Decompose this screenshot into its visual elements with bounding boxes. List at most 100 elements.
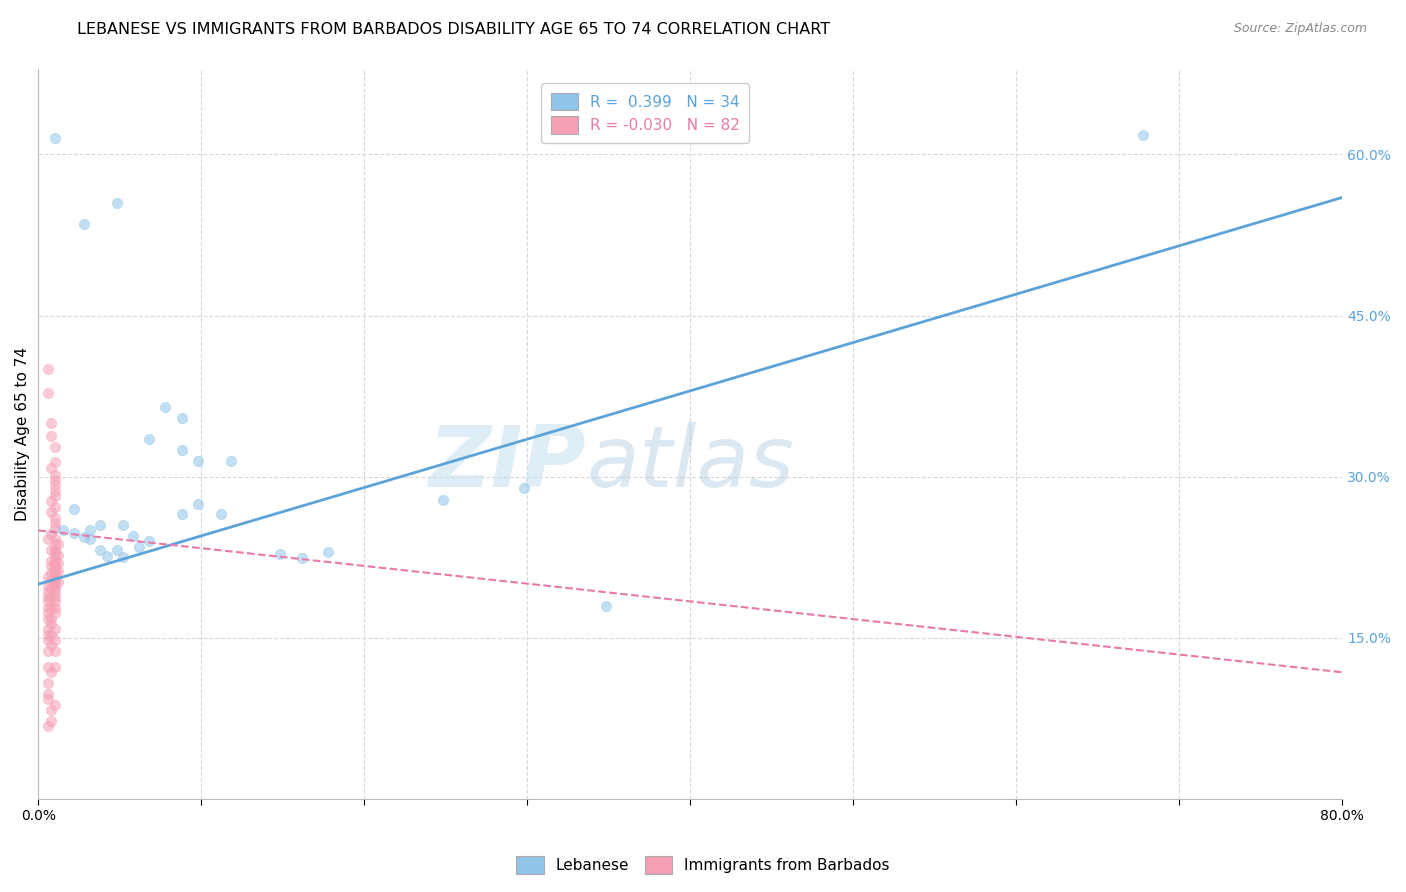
Point [269,547,291,561]
Point [122,529,145,543]
Point [44,537,66,551]
Point [41,582,63,596]
Point [44,575,66,590]
Point [170,410,193,425]
Point [44,582,66,596]
Point [44,606,66,620]
Point [138,432,160,446]
Point [44,500,66,514]
Point [37,633,59,648]
Point [41,416,63,430]
Point [37,606,59,620]
Point [37,644,59,658]
Point [41,714,63,728]
Point [46,548,69,562]
Point [41,558,63,573]
Point [44,545,66,559]
Point [79,524,101,538]
Point [44,553,66,567]
Point [96,549,118,564]
Point [41,639,63,653]
Point [170,442,193,457]
Point [44,584,66,599]
Point [37,594,59,608]
Point [89,542,111,557]
Point [44,440,66,454]
Point [44,473,66,487]
Point [37,676,59,690]
Text: ZIP: ZIP [429,422,586,505]
Point [41,703,63,717]
Point [219,453,242,467]
Point [41,553,63,567]
Point [41,505,63,519]
Point [318,545,340,559]
Point [46,575,69,590]
Legend: Lebanese, Immigrants from Barbados: Lebanese, Immigrants from Barbados [510,850,896,880]
Point [105,542,128,557]
Text: Source: ZipAtlas.com: Source: ZipAtlas.com [1233,22,1367,36]
Point [44,566,66,581]
Text: LEBANESE VS IMMIGRANTS FROM BARBADOS DISABILITY AGE 65 TO 74 CORRELATION CHART: LEBANESE VS IMMIGRANTS FROM BARBADOS DIS… [77,22,831,37]
Point [63,525,86,540]
Point [37,386,59,401]
Point [41,429,63,443]
Point [44,455,66,469]
Point [41,494,63,508]
Point [41,611,63,625]
Point [44,542,66,557]
Point [37,569,59,583]
Point [595,599,617,613]
Point [37,362,59,376]
Point [52,524,75,538]
Point [44,600,66,615]
Point [44,633,66,648]
Point [46,564,69,578]
Point [155,400,177,414]
Point [44,644,66,658]
Point [44,579,66,593]
Y-axis label: Disability Age 65 to 74: Disability Age 65 to 74 [15,347,30,521]
Point [37,590,59,604]
Point [41,628,63,642]
Point [37,600,59,615]
Point [112,518,135,533]
Point [44,521,66,535]
Point [44,564,66,578]
Point [44,478,66,492]
Point [41,600,63,615]
Point [89,518,111,533]
Point [44,131,66,145]
Point [41,461,63,475]
Point [209,508,232,522]
Point [41,616,63,631]
Point [44,556,66,570]
Point [41,590,63,604]
Point [44,594,66,608]
Point [37,579,59,593]
Point [46,556,69,570]
Point [37,532,59,546]
Point [41,574,63,588]
Point [41,542,63,557]
Point [187,453,209,467]
Point [44,590,66,604]
Point [105,195,128,210]
Point [37,687,59,701]
Point [37,611,59,625]
Point [44,532,66,546]
Point [37,719,59,733]
Point [73,530,96,544]
Point [44,467,66,482]
Point [44,698,66,712]
Point [44,558,66,573]
Point [138,534,160,549]
Point [44,516,66,530]
Point [170,508,193,522]
Point [73,217,96,231]
Point [37,623,59,637]
Point [46,537,69,551]
Point [37,692,59,706]
Point [187,497,209,511]
Point [44,623,66,637]
